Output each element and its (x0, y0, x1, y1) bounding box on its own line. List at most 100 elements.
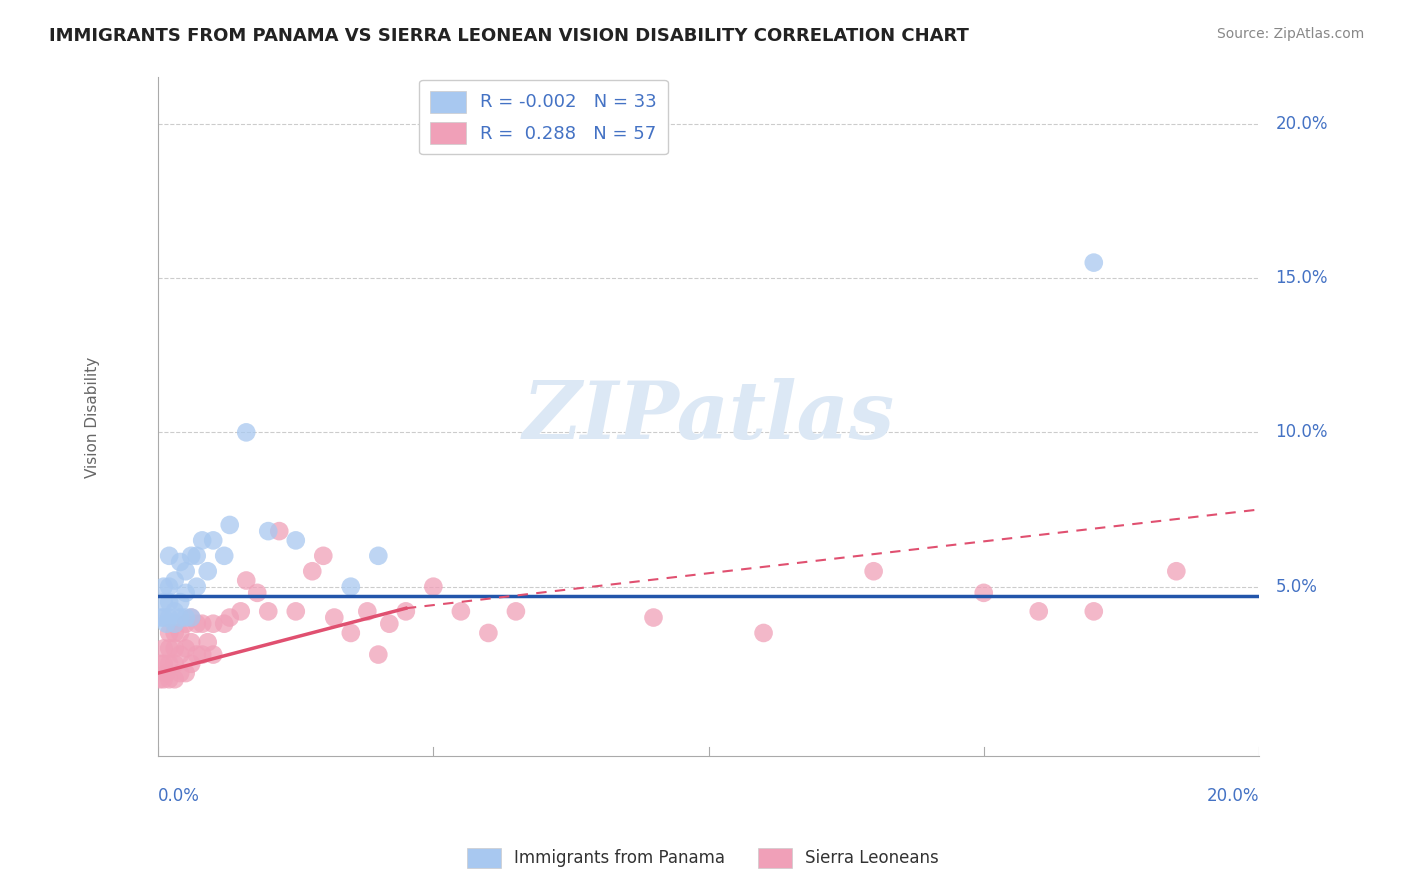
Point (212, 616, 235, 631)
Point (152, 673, 174, 687)
Point (152, 657, 174, 671)
Point (186, 648, 208, 662)
Point (174, 610, 197, 624)
Point (197, 564, 219, 578)
Point (1028, 604, 1050, 618)
Point (197, 635, 219, 649)
Point (163, 641, 186, 656)
Point (149, 673, 172, 687)
Point (155, 616, 177, 631)
Point (191, 533, 214, 548)
Point (163, 626, 186, 640)
Point (169, 555, 191, 569)
Text: ZIPatlas: ZIPatlas (523, 378, 894, 456)
Point (152, 610, 174, 624)
Point (1083, 255, 1105, 269)
Point (163, 616, 186, 631)
Point (1166, 564, 1188, 578)
Point (180, 610, 202, 624)
Legend: R = -0.002   N = 33, R =  0.288   N = 57: R = -0.002 N = 33, R = 0.288 N = 57 (419, 79, 668, 154)
Point (163, 673, 186, 687)
Point (180, 610, 202, 624)
Point (367, 648, 389, 662)
Point (155, 666, 177, 681)
Point (152, 595, 174, 609)
Point (174, 586, 197, 600)
Point (1083, 604, 1105, 618)
Point (174, 616, 197, 631)
Point (191, 616, 214, 631)
Text: Vision Disability: Vision Disability (84, 356, 100, 477)
Point (323, 610, 346, 624)
Point (643, 610, 665, 624)
Point (752, 626, 775, 640)
Point (169, 666, 191, 681)
Point (163, 604, 186, 618)
Point (367, 549, 389, 563)
Point (152, 641, 174, 656)
Point (378, 616, 401, 631)
Point (157, 673, 180, 687)
Point (157, 657, 180, 671)
Text: 20.0%: 20.0% (1275, 115, 1327, 133)
Point (180, 635, 202, 649)
Point (284, 604, 307, 618)
Point (862, 564, 884, 578)
Point (157, 626, 180, 640)
Point (191, 648, 214, 662)
Point (152, 580, 174, 594)
Point (312, 549, 335, 563)
Point (163, 574, 186, 588)
Point (212, 549, 235, 563)
Point (169, 610, 191, 624)
Point (284, 533, 307, 548)
Point (229, 604, 252, 618)
Point (422, 580, 444, 594)
Point (235, 574, 257, 588)
Point (202, 648, 225, 662)
Point (218, 518, 240, 533)
Point (202, 533, 225, 548)
Point (340, 580, 363, 594)
Text: 10.0%: 10.0% (1275, 424, 1327, 442)
Point (169, 648, 191, 662)
Point (157, 641, 180, 656)
Point (149, 657, 172, 671)
Legend: Immigrants from Panama, Sierra Leoneans: Immigrants from Panama, Sierra Leoneans (461, 841, 945, 875)
Point (356, 604, 378, 618)
Point (186, 549, 208, 563)
Point (174, 666, 197, 681)
Point (157, 595, 180, 609)
Point (505, 604, 527, 618)
Point (477, 626, 499, 640)
Point (180, 657, 202, 671)
Point (395, 604, 418, 618)
Point (257, 524, 280, 538)
Point (235, 425, 257, 440)
Point (157, 580, 180, 594)
Point (169, 626, 191, 640)
Point (149, 610, 172, 624)
Text: 0.0%: 0.0% (159, 788, 200, 805)
Point (257, 604, 280, 618)
Text: 5.0%: 5.0% (1275, 578, 1317, 596)
Point (180, 549, 202, 563)
Point (186, 580, 208, 594)
Point (450, 604, 472, 618)
Point (973, 586, 995, 600)
Point (218, 610, 240, 624)
Point (340, 626, 363, 640)
Point (169, 595, 191, 609)
Point (186, 616, 208, 631)
Point (269, 524, 291, 538)
Text: Source: ZipAtlas.com: Source: ZipAtlas.com (1216, 27, 1364, 41)
Point (301, 564, 323, 578)
Text: 15.0%: 15.0% (1275, 269, 1327, 287)
Text: IMMIGRANTS FROM PANAMA VS SIERRA LEONEAN VISION DISABILITY CORRELATION CHART: IMMIGRANTS FROM PANAMA VS SIERRA LEONEAN… (49, 27, 969, 45)
Point (157, 549, 180, 563)
Point (163, 657, 186, 671)
Point (157, 610, 180, 624)
Point (202, 616, 225, 631)
Point (174, 641, 197, 656)
Text: 20.0%: 20.0% (1206, 788, 1258, 805)
